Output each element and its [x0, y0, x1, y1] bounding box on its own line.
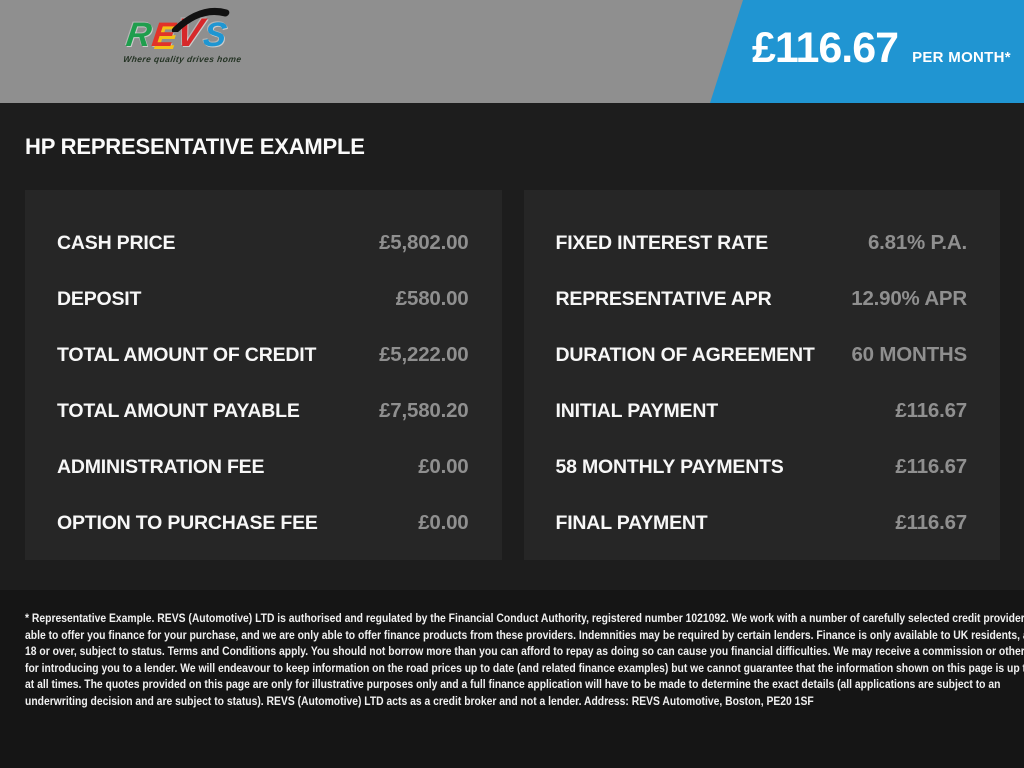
row-label: CASH PRICE [57, 231, 176, 254]
page-title: HP REPRESENTATIVE EXAMPLE [25, 134, 365, 159]
price-banner: £116.67 PER MONTH* [710, 0, 1024, 103]
row-label: FIXED INTEREST RATE [555, 231, 769, 254]
finance-left-panel: CASH PRICE £5,802.00 DEPOSIT £580.00 TOT… [25, 190, 502, 560]
finance-row: TOTAL AMOUNT OF CREDIT £5,222.00 [57, 327, 469, 383]
row-label: DURATION OF AGREEMENT [555, 343, 815, 366]
row-value: £7,580.20 [379, 399, 469, 422]
disclaimer-line: underwriting decision and are subject to… [25, 695, 814, 708]
finance-row: ADMINISTRATION FEE £0.00 [57, 439, 469, 495]
disclaimer-line: 18 or over, subject to status. Terms and… [25, 646, 1024, 659]
row-label: ADMINISTRATION FEE [57, 455, 265, 478]
row-value: 6.81% P.A. [867, 231, 967, 254]
row-label: TOTAL AMOUNT PAYABLE [57, 399, 300, 422]
finance-right-panel: FIXED INTEREST RATE 6.81% P.A. REPRESENT… [523, 190, 1000, 560]
disclaimer-line: able to offer you finance for your purch… [25, 629, 1024, 642]
disclaimer-line: at all times. The quotes provided on thi… [25, 679, 1001, 692]
finance-row: 58 MONTHLY PAYMENTS £116.67 [556, 439, 968, 495]
row-value: £116.67 [895, 399, 967, 422]
row-value: 60 MONTHS [851, 343, 967, 366]
finance-panels: CASH PRICE £5,802.00 DEPOSIT £580.00 TOT… [25, 190, 1000, 560]
finance-row: OPTION TO PURCHASE FEE £0.00 [57, 495, 469, 551]
row-label: OPTION TO PURCHASE FEE [57, 511, 318, 534]
row-value: £5,802.00 [379, 231, 469, 254]
row-value: 12.90% APR [851, 287, 967, 310]
row-label: INITIAL PAYMENT [555, 399, 719, 422]
monthly-price-suffix: PER MONTH* [912, 49, 1011, 66]
row-value: £5,222.00 [379, 343, 469, 366]
row-value: £116.67 [895, 455, 967, 478]
logo-letters: REVS [124, 7, 259, 55]
main-content: HP REPRESENTATIVE EXAMPLE CASH PRICE £5,… [0, 103, 1024, 560]
disclaimer-line: * Representative Example. REVS (Automoti… [25, 613, 1024, 625]
revs-logo: REVS Where quality drives home [122, 7, 260, 64]
row-label: FINAL PAYMENT [555, 511, 708, 534]
finance-row: DEPOSIT £580.00 [57, 271, 469, 327]
row-value: £0.00 [418, 455, 469, 478]
row-value: £0.00 [418, 511, 469, 534]
finance-row: DURATION OF AGREEMENT 60 MONTHS [556, 327, 968, 383]
finance-row: FINAL PAYMENT £116.67 [556, 495, 968, 551]
disclaimer-footer: * Representative Example. REVS (Automoti… [0, 590, 1024, 768]
finance-row: TOTAL AMOUNT PAYABLE £7,580.20 [57, 383, 469, 439]
row-label: REPRESENTATIVE APR [555, 287, 772, 310]
header: REVS Where quality drives home £116.67 P… [0, 0, 1024, 103]
finance-row: INITIAL PAYMENT £116.67 [556, 383, 968, 439]
finance-row: CASH PRICE £5,802.00 [57, 215, 469, 271]
finance-row: REPRESENTATIVE APR 12.90% APR [556, 271, 968, 327]
row-value: £116.67 [895, 511, 967, 534]
disclaimer-line: for introducing you to a lender. We will… [25, 662, 1024, 675]
row-value: £580.00 [395, 287, 469, 310]
row-label: TOTAL AMOUNT OF CREDIT [57, 343, 317, 366]
monthly-price: £116.67 [752, 24, 899, 72]
row-label: 58 MONTHLY PAYMENTS [555, 455, 784, 478]
row-label: DEPOSIT [57, 287, 142, 310]
logo-tagline: Where quality drives home [122, 54, 243, 64]
logo-swoosh-icon [171, 7, 230, 32]
finance-row: FIXED INTEREST RATE 6.81% P.A. [556, 215, 968, 271]
